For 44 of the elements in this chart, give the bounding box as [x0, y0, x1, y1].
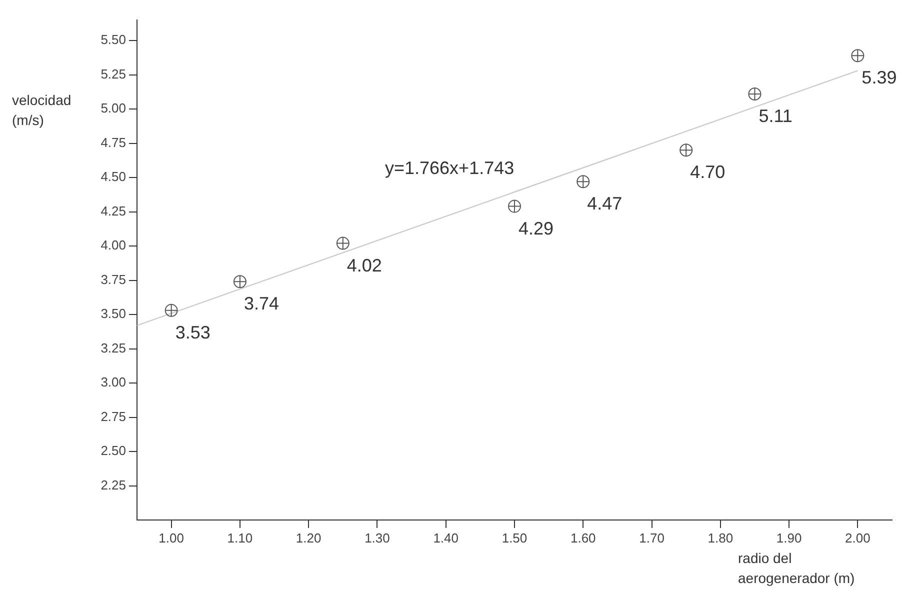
y-tick-label: 2.25 — [100, 477, 126, 492]
point — [680, 144, 693, 157]
x-tick-label: 1.20 — [296, 530, 322, 546]
point — [164, 304, 178, 317]
data-label: 4.47 — [587, 194, 622, 214]
point — [508, 200, 521, 213]
point — [233, 275, 246, 288]
y-tick-label: 5.00 — [100, 100, 126, 116]
point — [336, 236, 350, 250]
y-tick-label: 4.75 — [100, 134, 126, 150]
x-tick-label: 1.10 — [227, 530, 253, 546]
data-label: 4.02 — [346, 255, 382, 276]
x-tick-label: 1.30 — [364, 530, 390, 546]
y-tick-label: 3.00 — [100, 374, 126, 390]
x-tick-label: 1.50 — [502, 530, 528, 546]
x-tick-label: 1.40 — [433, 530, 459, 546]
data-label: 3.74 — [244, 294, 279, 314]
y-tick-label: 4.50 — [100, 169, 126, 184]
y-tick-label: 2.75 — [100, 408, 126, 424]
y-tick-label: 5.25 — [100, 66, 126, 82]
y-tick-label: 4.00 — [100, 238, 126, 253]
y-tick-label: 5.50 — [100, 32, 126, 48]
data-label: 5.11 — [758, 106, 792, 126]
data-label: 5.39 — [862, 68, 897, 88]
x-tick-label: 1.80 — [708, 530, 734, 546]
x-tick-label: 2.00 — [845, 530, 870, 546]
x-tick-label: 1.00 — [158, 530, 184, 546]
y-tick-label: 4.25 — [100, 203, 126, 218]
x-axis-title: radio del aerogenerador (m) — [738, 549, 856, 588]
y-tick-label: 3.50 — [100, 306, 126, 322]
point — [851, 49, 864, 62]
point — [576, 175, 590, 188]
x-tick-label: 1.90 — [776, 530, 802, 546]
y-tick-label: 3.25 — [100, 340, 126, 356]
y-tick-label: 2.50 — [100, 443, 126, 458]
x-tick-label: 1.70 — [639, 530, 664, 546]
y-tick-label: 3.75 — [100, 272, 126, 287]
y-axis-title: velocidad (m/s) — [12, 91, 72, 130]
point — [748, 87, 762, 100]
x-tick-label: 1.60 — [570, 530, 596, 546]
data-label: 3.53 — [175, 322, 210, 342]
data-label: 4.29 — [518, 218, 554, 238]
data-label: 4.70 — [690, 162, 726, 182]
annotation: y=1.766x+1.743 — [385, 158, 514, 178]
